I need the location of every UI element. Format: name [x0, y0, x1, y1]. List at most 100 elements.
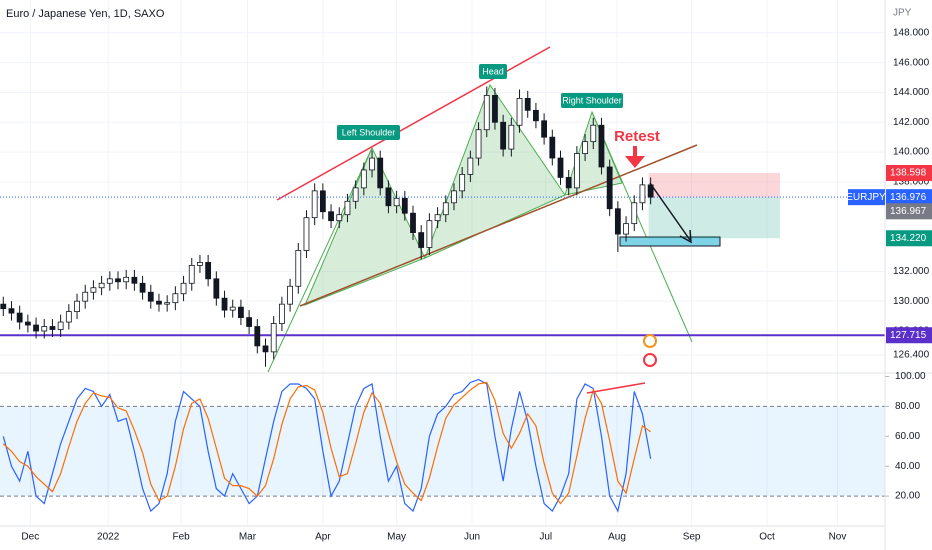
y-tick-label: 132.000	[893, 266, 930, 277]
candle-body	[205, 262, 212, 280]
candle-body	[434, 214, 441, 222]
candle-body	[377, 157, 384, 189]
candle-body	[74, 300, 80, 313]
candle-body	[369, 157, 375, 171]
candle-body	[131, 276, 138, 284]
chart-title: Euro / Japanese Yen, 1D, SAXO	[6, 8, 165, 20]
last-price-label-bg	[886, 189, 932, 206]
event-icon[interactable]	[643, 334, 657, 348]
candle-body	[278, 303, 285, 324]
arrow-head	[679, 229, 692, 244]
x-tick-label: May	[387, 532, 406, 543]
candle-body	[0, 303, 7, 310]
candle-body	[123, 276, 130, 283]
y-tick-label: 126.400	[893, 349, 930, 360]
candle-body	[385, 187, 392, 207]
projection-arrow	[649, 182, 691, 241]
projection-line	[591, 111, 693, 343]
target-zone	[648, 197, 780, 239]
left-shoulder-label: Left Shoulder	[342, 127, 396, 137]
x-tick-label: Aug	[608, 532, 626, 543]
head-box	[479, 64, 507, 79]
entry-price-label: 136.967	[890, 206, 927, 217]
candle-body	[393, 197, 400, 207]
candle-body	[541, 120, 548, 138]
stop-price-label: 138.598	[890, 168, 927, 179]
candle-body	[344, 200, 351, 216]
candle-body	[16, 312, 23, 323]
candle-body	[188, 264, 195, 284]
right-shoulder-box	[561, 93, 623, 108]
candle-body	[459, 174, 466, 192]
x-tick-label: Nov	[829, 532, 847, 543]
candle-body	[49, 326, 56, 330]
candle-body	[41, 326, 48, 332]
candle-body	[524, 98, 531, 111]
candle-body	[606, 166, 613, 210]
candle-body	[500, 121, 507, 150]
osc-tick-label: 60.00	[895, 431, 920, 442]
x-tick-label: Dec	[21, 532, 39, 543]
candle-body	[582, 141, 588, 154]
x-tick-label: Jul	[539, 532, 552, 543]
candle-body	[229, 306, 236, 311]
candle-body	[508, 124, 515, 150]
grid	[0, 0, 885, 526]
stop-zone	[648, 172, 780, 198]
candle-body	[221, 297, 228, 311]
candle-body	[475, 129, 482, 159]
candle-body	[352, 187, 359, 202]
candle-body	[319, 190, 326, 213]
x-tick-label: Apr	[315, 532, 331, 543]
osc-tick-label: 20.00	[895, 491, 920, 502]
candle-body	[467, 157, 474, 175]
candle-body	[451, 190, 457, 204]
left-shoulder-box	[337, 125, 400, 140]
candle-body	[197, 262, 203, 266]
x-tick-label: Mar	[239, 532, 257, 543]
candle-body	[147, 291, 154, 302]
candle-body	[172, 293, 179, 304]
oscillator-pane	[0, 375, 889, 513]
right-shoulder-label: Right Shoulder	[562, 95, 622, 105]
event-icon[interactable]	[643, 353, 657, 367]
x-tick-label: Jun	[464, 532, 480, 543]
candle-body	[57, 321, 64, 330]
head-label: Head	[482, 66, 504, 76]
candle-body	[164, 302, 171, 305]
candle-body	[639, 184, 646, 204]
candle-body	[573, 153, 580, 189]
x-tick-label: Feb	[172, 532, 190, 543]
stop-price-label-bg	[886, 164, 932, 181]
candle-body	[33, 324, 39, 332]
candle-body	[303, 217, 310, 251]
target-price-label-bg	[886, 230, 932, 247]
y-tick-label: 146.000	[893, 57, 930, 68]
y-tick-label: 144.000	[893, 87, 930, 98]
candle-body	[492, 95, 498, 123]
y-tick-label: 142.000	[893, 117, 930, 128]
candle-body	[401, 197, 408, 214]
candle-body	[598, 124, 605, 168]
osc-tick-label: 80.00	[895, 401, 920, 412]
oscillator-line	[2, 381, 651, 505]
price-pane	[0, 86, 885, 367]
y-tick-label: 148.000	[893, 27, 930, 38]
candle-body	[311, 190, 318, 219]
last-price-label-symbol: EURJPY	[846, 192, 886, 203]
osc-tick-label: 40.00	[895, 461, 920, 472]
candle-body	[516, 98, 523, 126]
oscillator-band	[0, 406, 885, 497]
candle-body	[336, 214, 343, 222]
x-tick-label: 2022	[97, 532, 120, 543]
candle-body	[106, 278, 113, 284]
x-tick-label: Oct	[759, 532, 775, 543]
candle-body	[631, 202, 638, 225]
candle-body	[156, 300, 162, 305]
candle-body	[180, 282, 187, 295]
divergence-line	[586, 382, 646, 394]
candle-body	[557, 157, 564, 178]
currency-label: JPY	[893, 8, 912, 19]
